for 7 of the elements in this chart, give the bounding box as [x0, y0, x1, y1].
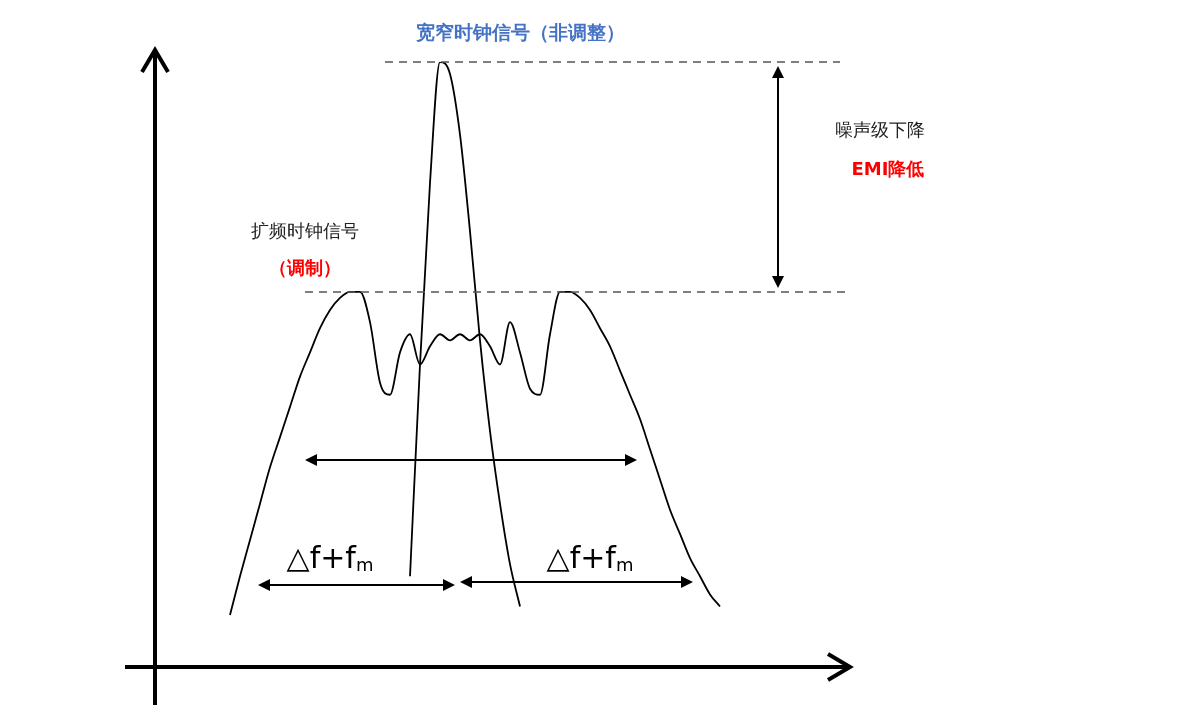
text: 扩频时钟信号	[251, 219, 359, 241]
text: 噪声级下降	[835, 118, 925, 140]
annotation: △f+fm	[286, 539, 374, 575]
annotation: △f+fm	[546, 539, 634, 575]
annotation: （调制）	[269, 256, 341, 278]
series-label: 宽窄时钟信号（非调整）	[415, 20, 625, 43]
text: EMI降低	[851, 157, 925, 179]
